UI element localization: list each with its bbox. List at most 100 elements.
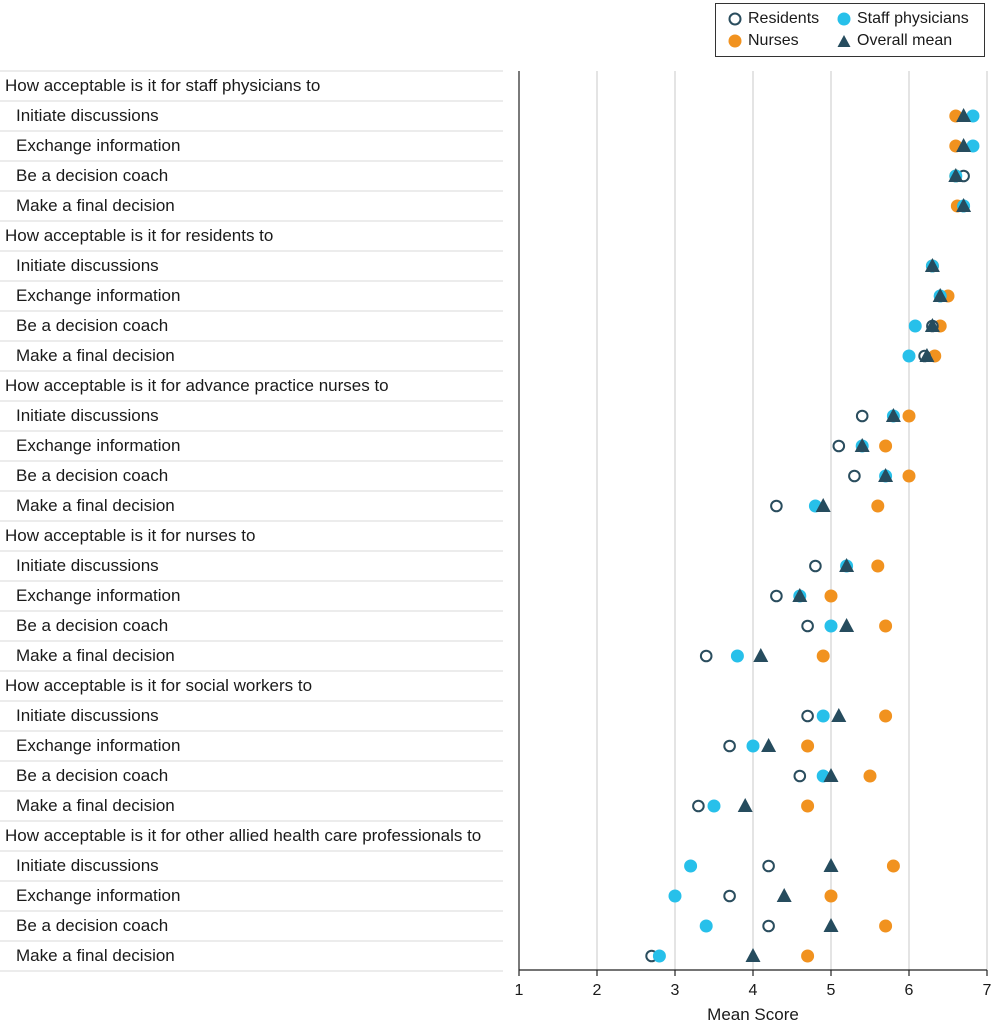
x-axis-title: Mean Score (707, 1005, 799, 1024)
point-staff (966, 109, 980, 123)
group-heading: How acceptable is it for social workers … (5, 676, 313, 695)
row-label: Make a final decision (16, 346, 175, 365)
point-overall (919, 348, 935, 362)
row-label: Exchange information (16, 886, 181, 905)
row-label: Be a decision coach (16, 616, 169, 635)
filled-circle-icon (728, 34, 742, 48)
point-nurses (886, 859, 900, 873)
point-staff (684, 859, 698, 873)
legend-item-nurses: Nurses (728, 31, 799, 51)
point-residents (832, 439, 846, 453)
point-residents (762, 919, 775, 933)
point-residents (770, 589, 783, 603)
x-tick-label: 6 (905, 982, 914, 999)
point-nurses (816, 649, 830, 663)
point-residents (848, 469, 861, 483)
row-label: Make a final decision (16, 796, 175, 815)
legend-item-staff: Staff physicians (837, 9, 969, 29)
point-nurses (824, 589, 838, 603)
row-label: Initiate discussions (16, 256, 159, 275)
point-overall (924, 258, 940, 272)
point-nurses (824, 889, 838, 903)
point-staff (699, 919, 713, 933)
legend-item-residents: Residents (728, 9, 819, 29)
row-label: Exchange information (16, 736, 181, 755)
point-residents (699, 649, 713, 663)
point-overall (839, 558, 855, 572)
filled-circle-icon (837, 12, 851, 26)
row-label: Initiate discussions (16, 856, 159, 875)
legend-label-overall: Overall mean (857, 32, 953, 49)
row-label: Initiate discussions (16, 706, 159, 725)
group-heading: How acceptable is it for nurses to (5, 526, 256, 545)
point-overall (854, 438, 870, 452)
row-label: Make a final decision (16, 646, 175, 665)
point-overall (932, 288, 948, 302)
legend-label-staff: Staff physicians (857, 10, 969, 27)
point-overall (815, 498, 831, 512)
row-label: Be a decision coach (16, 166, 169, 185)
point-staff (652, 949, 666, 963)
point-overall (924, 318, 940, 332)
row-label: Make a final decision (16, 196, 175, 215)
point-nurses (871, 559, 885, 573)
legend-label-residents: Residents (748, 10, 820, 27)
point-nurses (902, 469, 916, 483)
point-staff (824, 619, 838, 633)
row-label: Initiate discussions (16, 556, 159, 575)
point-nurses (879, 919, 893, 933)
point-residents (692, 799, 705, 813)
point-nurses (879, 619, 893, 633)
point-overall (823, 858, 839, 872)
point-residents (809, 559, 822, 573)
point-overall (878, 468, 894, 482)
point-nurses (902, 409, 916, 423)
point-overall (761, 738, 777, 752)
point-nurses (863, 769, 877, 783)
x-tick-label: 2 (593, 982, 602, 999)
point-overall (776, 888, 792, 902)
point-residents (723, 739, 736, 753)
point-residents (801, 619, 814, 633)
point-overall (792, 588, 808, 602)
group-heading: How acceptable is it for other allied he… (5, 826, 482, 845)
point-overall (823, 768, 839, 782)
row-label: Be a decision coach (16, 316, 169, 335)
point-overall (885, 408, 901, 422)
x-tick-label: 1 (515, 982, 524, 999)
group-heading: How acceptable is it for staff physician… (5, 76, 321, 95)
row-label: Initiate discussions (16, 106, 159, 125)
row-label: Be a decision coach (16, 766, 169, 785)
point-residents (770, 499, 783, 513)
row-label: Make a final decision (16, 946, 175, 965)
point-staff (730, 649, 744, 663)
legend-label-nurses: Nurses (748, 32, 799, 49)
point-overall (956, 138, 972, 152)
legend: Residents Staff physicians Nurses Overal… (715, 3, 985, 57)
row-label: Exchange information (16, 136, 181, 155)
point-staff (746, 739, 760, 753)
row-label: Be a decision coach (16, 916, 169, 935)
point-staff (902, 349, 916, 363)
point-staff (966, 139, 980, 153)
point-residents (855, 409, 869, 423)
point-residents (723, 889, 736, 903)
point-overall (831, 708, 847, 722)
x-tick-label: 3 (671, 982, 680, 999)
point-nurses (801, 799, 815, 813)
row-label: Exchange information (16, 586, 181, 605)
point-nurses (879, 439, 893, 453)
row-label: Make a final decision (16, 496, 175, 515)
hollow-circle-icon (728, 12, 742, 26)
point-overall (823, 918, 839, 932)
group-heading: How acceptable is it for residents to (5, 226, 274, 245)
point-nurses (879, 709, 893, 723)
point-nurses (871, 499, 885, 513)
x-tick-label: 7 (983, 982, 992, 999)
point-staff (707, 799, 721, 813)
group-heading: How acceptable is it for advance practic… (5, 376, 389, 395)
point-staff (816, 709, 830, 723)
point-nurses (801, 949, 815, 963)
row-label: Exchange information (16, 286, 181, 305)
